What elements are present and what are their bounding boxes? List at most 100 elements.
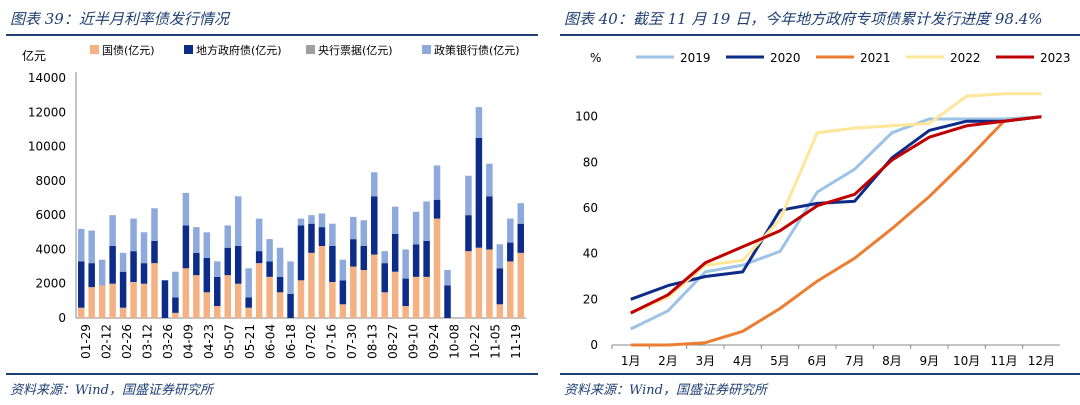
y-tick-label: 100 — [575, 110, 598, 124]
bar-segment — [329, 246, 336, 282]
bar-segment — [130, 282, 137, 318]
bar-segment — [412, 276, 420, 318]
bar-segment — [109, 246, 116, 284]
right-source-rule — [560, 373, 1080, 375]
bar-segment — [182, 192, 190, 226]
bar-segment — [391, 234, 399, 272]
stacked-bar-chart: 亿元 0 2000 4000 6000 8000 10000 12000 14000 国债(亿元)… — [22, 43, 526, 359]
bar-segment — [350, 266, 357, 318]
bar-segment — [402, 249, 409, 279]
x-tick-label: 05-21 — [243, 324, 257, 359]
right-source-note: 资料来源：Wind，国盛证券研究所 — [564, 383, 767, 398]
legend-label: 央行票据(亿元) — [318, 43, 393, 57]
bar-segment — [507, 261, 514, 318]
bar-segment — [245, 268, 252, 298]
bar-segment — [234, 283, 242, 318]
bar-segment — [287, 261, 294, 294]
bar-segment — [339, 259, 347, 281]
bar-segment — [151, 263, 158, 318]
bar-segment — [318, 246, 326, 318]
bar-segment — [214, 276, 221, 306]
bar-segment — [475, 138, 483, 248]
bar-segment — [151, 240, 158, 264]
x-tick-label: 04-23 — [202, 324, 216, 359]
y-axis-unit-label: 亿元 — [22, 48, 46, 63]
bar-segment — [140, 283, 148, 318]
legend-label: 政策银行债(亿元) — [434, 43, 520, 57]
bar-segment — [496, 244, 504, 269]
bar-segment — [391, 271, 399, 318]
x-tick-label: 03-26 — [161, 324, 175, 359]
bar-segment — [318, 213, 326, 228]
bar-segment — [475, 107, 483, 138]
bar-segment — [465, 215, 472, 252]
bar-segment — [172, 297, 179, 313]
bar-segment — [486, 196, 493, 250]
x-tick-label: 11月 — [990, 354, 1017, 368]
series-line-2020 — [630, 115, 1042, 301]
x-tick-label: 10-22 — [468, 324, 482, 359]
bar-segment — [371, 196, 378, 255]
left-chart-panel: 图表 39：近半月利率债发行情况 亿元 0 2000 4000 6000 8000 1000… — [6, 0, 538, 405]
x-tick-label: 06-04 — [263, 324, 277, 359]
bar-segment — [371, 254, 378, 318]
bar-segment — [255, 251, 263, 264]
bar-segment — [276, 292, 284, 318]
y-tick-label: 4000 — [35, 242, 66, 256]
bar-segment — [88, 287, 95, 318]
x-tick-label: 05-07 — [222, 324, 236, 359]
x-tick-label: 3月 — [696, 354, 716, 368]
legend-label: 2022 — [950, 51, 981, 65]
y-axis-unit-label: % — [590, 51, 601, 65]
bar-segment — [193, 227, 200, 253]
bar-segment — [119, 252, 127, 272]
bar-segment — [140, 263, 148, 284]
y-tick-label: 20 — [583, 292, 598, 306]
x-tick-label: 8月 — [882, 354, 902, 368]
bar-segment — [350, 216, 357, 240]
bar-segment — [119, 307, 127, 318]
bar-segment — [234, 246, 242, 284]
y-tick-label: 40 — [583, 247, 598, 261]
bar-segment — [77, 228, 85, 262]
x-tick-label: 07-02 — [304, 324, 318, 359]
bar-segment — [130, 251, 137, 282]
x-tick-label: 02-26 — [120, 324, 134, 359]
bar-segment — [88, 230, 95, 264]
bar-segment — [98, 285, 106, 318]
y-tick-label: 12000 — [28, 105, 66, 119]
y-tick-label: 80 — [583, 155, 598, 169]
x-tick-label: 5月 — [770, 354, 790, 368]
x-tick-label: 09-24 — [427, 324, 441, 359]
y-tick-label: 6000 — [35, 208, 66, 222]
legend-label: 地方政府债(亿元) — [196, 43, 282, 57]
bar-segment — [444, 270, 451, 286]
left-source-rule — [6, 373, 538, 375]
bar-segment — [412, 244, 420, 277]
bar-segment — [297, 218, 305, 226]
bar-segment — [360, 246, 368, 270]
bar-segment — [109, 283, 116, 318]
x-tick-label: 11-19 — [509, 324, 523, 359]
bar-segment — [161, 280, 169, 318]
left-source-note: 资料来源：Wind，国盛证券研究所 — [10, 383, 213, 398]
y-tick-label: 14000 — [28, 71, 66, 85]
bar-segment — [234, 196, 242, 246]
bar-segment — [339, 304, 347, 318]
series-line-2022 — [630, 92, 1042, 315]
bar-segment — [433, 218, 441, 318]
bar-segment — [423, 276, 430, 318]
x-tick-label: 07-30 — [345, 324, 359, 359]
x-tick-label: 4月 — [733, 354, 753, 368]
bar-segment — [517, 223, 525, 253]
bar-segment — [465, 251, 472, 318]
x-tick-label: 01-29 — [79, 324, 93, 359]
bar-segment — [224, 247, 231, 276]
bar-segment — [297, 225, 305, 281]
y-tick-label: 2000 — [35, 277, 66, 291]
bar-segment — [245, 307, 252, 318]
bar-segment — [496, 268, 504, 305]
y-tick-label: 0 — [590, 338, 598, 352]
bar-segment — [77, 261, 85, 308]
x-tick-label: 09-10 — [407, 324, 421, 359]
